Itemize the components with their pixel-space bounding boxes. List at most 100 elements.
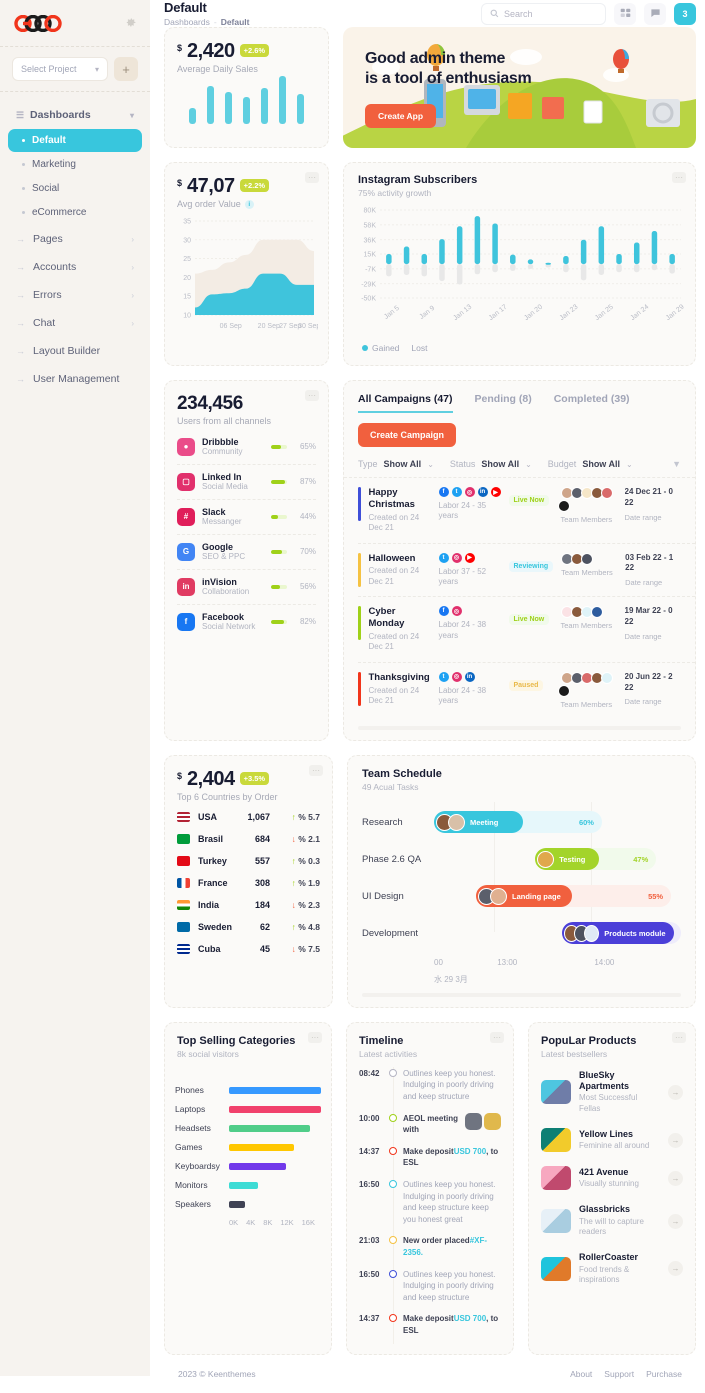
instagram-icon[interactable]: ◎ — [464, 487, 475, 497]
channel-progress — [271, 479, 287, 484]
category-bar — [229, 1200, 246, 1208]
campaign-info: Halloween Created on 24 Dec 21 — [369, 553, 431, 588]
tab-all[interactable]: All Campaigns (47) — [358, 393, 453, 413]
team-schedule-card: Team Schedule 49 Acual Tasks Research 60%… — [347, 754, 696, 1008]
timeline-card-menu[interactable]: ··· — [490, 1031, 504, 1043]
sidebar-item-user-management[interactable]: → User Management — [8, 365, 142, 393]
flag-icon-usa — [177, 811, 190, 822]
schedule-progress-fill[interactable]: Testing — [535, 848, 600, 871]
search-input[interactable]: Search — [481, 2, 606, 25]
breadcrumb-root[interactable]: Dashboards — [164, 17, 210, 27]
footer-link-about[interactable]: About — [570, 1368, 593, 1379]
campaign-row[interactable]: Halloween Created on 24 Dec 21 t ◎ ▶ Labor 37… — [358, 544, 695, 598]
filter-value-type[interactable]: Show All — [383, 459, 422, 469]
facebook-icon[interactable]: f — [438, 487, 449, 497]
sidebar-item-accounts[interactable]: → Accounts › — [8, 253, 142, 281]
bar-gained — [456, 226, 463, 265]
sidebar-item-social[interactable]: Social — [8, 177, 142, 200]
instagram-icon[interactable]: ◎ — [451, 606, 462, 617]
chevron-down-icon[interactable]: ⌄ — [427, 459, 434, 469]
create-campaign-button[interactable]: Create Campaign — [358, 423, 457, 447]
sidebar-item-errors[interactable]: → Errors › — [8, 281, 142, 309]
instagram-icon[interactable]: ◎ — [451, 671, 462, 682]
campaign-members: Team Members — [561, 552, 617, 577]
add-project-button[interactable]: + — [114, 57, 138, 81]
tab-completed[interactable]: Completed (39) — [553, 393, 630, 405]
currency-symbol: $ — [177, 770, 183, 781]
category-row: Monitors — [175, 1176, 321, 1195]
gear-icon[interactable] — [124, 16, 138, 30]
bar-lost — [510, 264, 516, 271]
campaign-row[interactable]: Thanksgiving Created on 24 Dec 21 t ◎ in Labo… — [358, 663, 695, 718]
footer-link-support[interactable]: Support — [604, 1368, 635, 1379]
info-icon[interactable]: i — [244, 199, 254, 209]
search-icon — [490, 9, 499, 18]
instagram-icon[interactable]: ◎ — [451, 552, 462, 563]
categories-card-menu[interactable]: ··· — [308, 1031, 322, 1043]
sidebar-item-pages[interactable]: → Pages › — [8, 225, 142, 253]
campaign-info: Thanksgiving Created on 24 Dec 21 — [369, 672, 431, 707]
twitter-icon[interactable]: t — [451, 487, 462, 497]
sidebar-item-marketing[interactable]: Marketing — [8, 153, 142, 176]
chevron-down-icon[interactable]: ⌄ — [525, 459, 532, 469]
schedule-progress-fill[interactable]: Landing page — [476, 885, 573, 908]
twitter-icon[interactable]: t — [438, 552, 449, 563]
sidebar-item-layout-builder[interactable]: → Layout Builder — [8, 337, 142, 365]
x-tick: Jan 20 — [523, 304, 544, 323]
facebook-icon[interactable]: f — [438, 606, 449, 617]
linkedin-icon[interactable]: in — [477, 487, 488, 497]
arrow-right-icon: → — [16, 262, 25, 272]
footer: 2023 © Keenthemes About Support Purchase — [164, 1355, 696, 1393]
products-list: BlueSky Apartments Most Successful Fellas… — [529, 1063, 695, 1293]
campaign-row[interactable]: Cyber Monday Created on 24 Dec 21 f ◎ Labor … — [358, 597, 695, 663]
order-card-menu[interactable]: ··· — [305, 172, 319, 183]
sidebar-item-default[interactable]: Default — [8, 129, 142, 152]
twitter-icon[interactable]: t — [438, 671, 449, 682]
schedule-progress-fill[interactable]: Meeting — [434, 811, 523, 834]
country-percent: ↑ % 5.7 — [291, 811, 321, 822]
grid-icon — [620, 8, 630, 17]
team-members-label: Team Members — [560, 621, 613, 631]
timeline-row: 16:50 Outlines keep you honest. Indulging… — [359, 1264, 501, 1309]
good-logo-icon — [14, 14, 62, 32]
product-name: 421 Avenue — [579, 1166, 629, 1177]
filter-value-budget[interactable]: Show All — [582, 459, 620, 469]
channel-text: Slack Messanger — [202, 507, 264, 527]
sidebar-item-ecommerce[interactable]: eCommerce — [8, 201, 142, 224]
divider-2 — [0, 91, 150, 92]
arrow-right-icon[interactable]: → — [668, 1084, 683, 1100]
nav-group-dashboards[interactable]: ☰ Dashboards ▾ — [8, 102, 142, 128]
create-app-button[interactable]: Create App — [365, 103, 437, 128]
schedule-scrollbar[interactable] — [362, 992, 681, 997]
timeline-link[interactable]: USD 700 — [453, 1314, 487, 1324]
chat-button[interactable] — [644, 2, 666, 25]
youtube-icon[interactable]: ▶ — [490, 487, 501, 497]
brand-logo[interactable] — [12, 14, 64, 32]
arrow-right-icon[interactable]: → — [668, 1261, 683, 1277]
categories-title: Top Selling Categories — [177, 1034, 296, 1047]
funnel-icon[interactable]: ▼ — [672, 459, 681, 469]
timeline-link[interactable]: USD 700 — [453, 1146, 487, 1156]
timeline-link[interactable]: #XF-2356. — [403, 1236, 488, 1257]
sidebar-item-chat[interactable]: → Chat › — [8, 309, 142, 337]
arrow-right-icon[interactable]: → — [668, 1213, 683, 1229]
linkedin-icon[interactable]: in — [464, 671, 475, 682]
apps-grid-button[interactable] — [614, 2, 636, 25]
footer-link-purchase[interactable]: Purchase — [646, 1368, 682, 1379]
countries-card-menu[interactable]: ··· — [309, 764, 324, 776]
schedule-progress-fill[interactable]: Products module — [562, 922, 674, 945]
chevron-down-icon[interactable]: ⌄ — [625, 459, 633, 469]
arrow-right-icon[interactable]: → — [668, 1132, 683, 1148]
instagram-card-menu[interactable]: ··· — [672, 172, 686, 183]
channels-card-menu[interactable]: ··· — [305, 390, 319, 401]
project-select[interactable]: Select Project ▾ — [12, 57, 108, 81]
products-card-menu[interactable]: ··· — [672, 1031, 686, 1043]
youtube-icon[interactable]: ▶ — [464, 552, 475, 563]
arrow-right-icon[interactable]: → — [668, 1170, 683, 1186]
campaigns-scrollbar[interactable] — [358, 725, 681, 730]
tab-pending[interactable]: Pending (8) — [474, 393, 532, 405]
filter-value-status[interactable]: Show All — [481, 459, 520, 469]
search-placeholder: Search — [504, 8, 533, 19]
campaign-row[interactable]: Happy Christmas Created on 24 Dec 21 f t ◎ in… — [358, 478, 695, 544]
notification-badge[interactable]: 3 — [674, 2, 696, 25]
